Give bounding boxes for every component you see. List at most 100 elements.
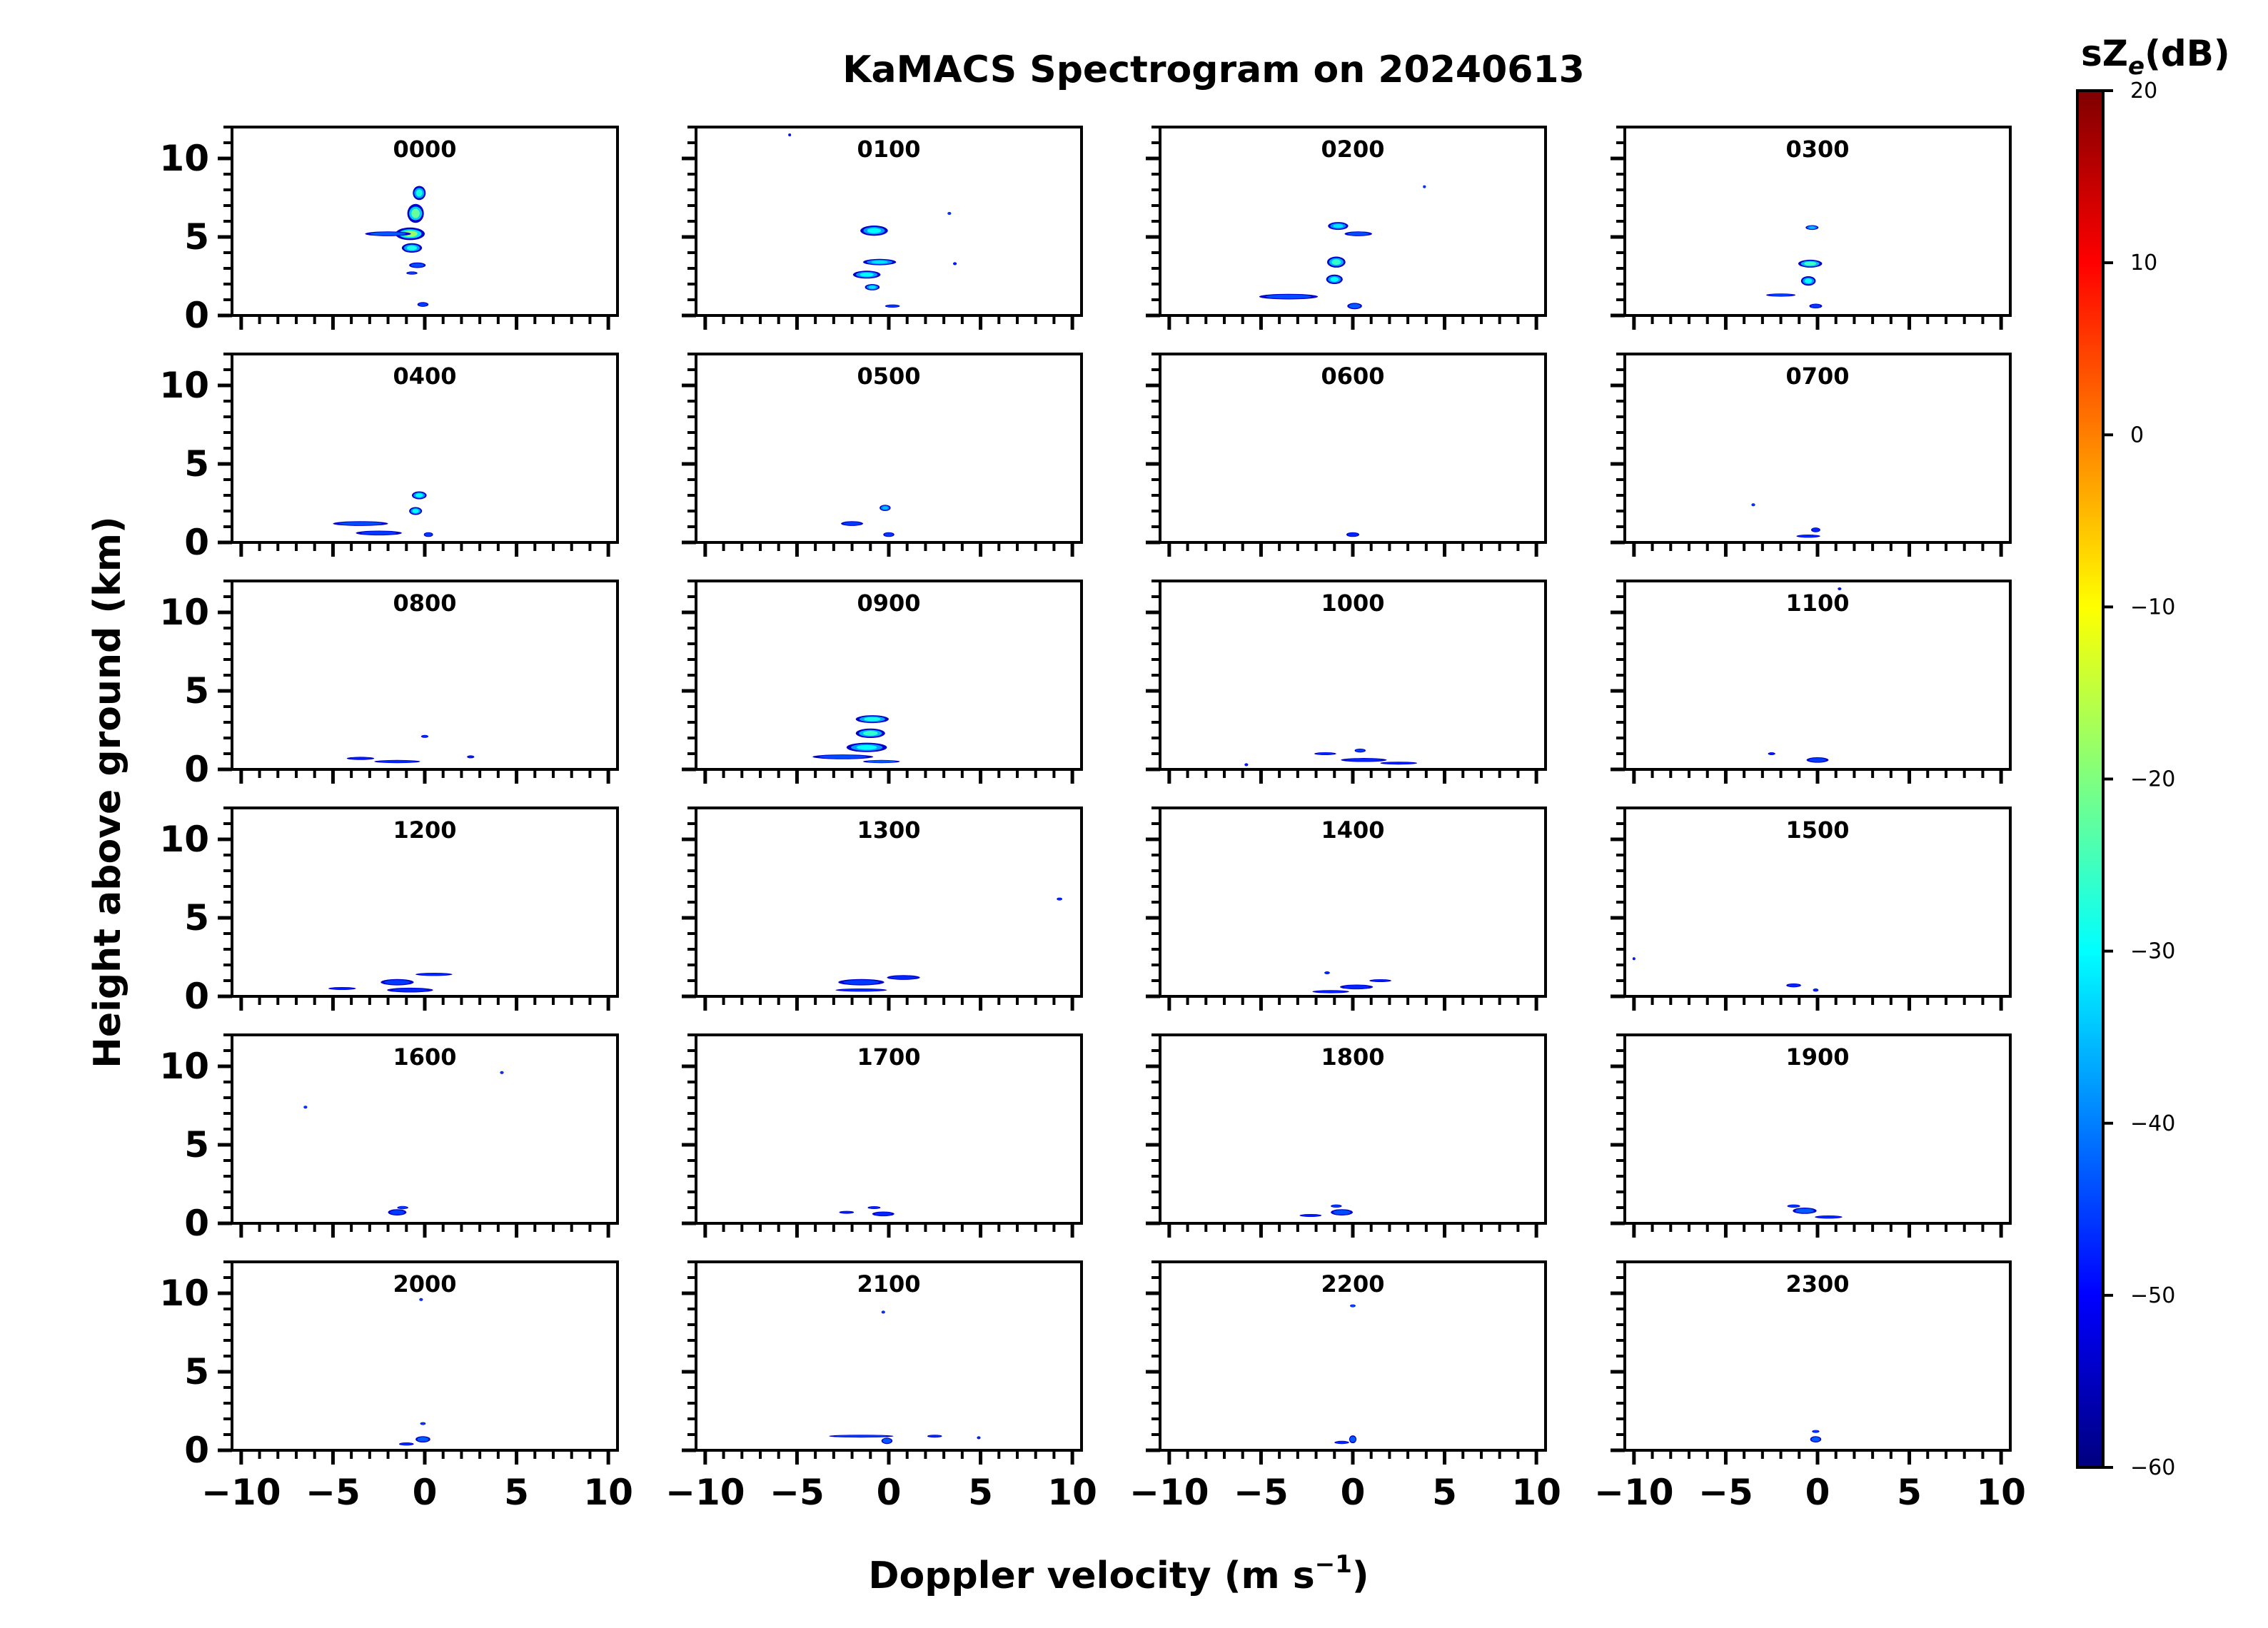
echo-blob — [303, 1106, 307, 1108]
panel-echo-data — [839, 1206, 894, 1217]
echo-blob — [1336, 1441, 1348, 1444]
y-tick-label: 10 — [159, 365, 209, 406]
echo-blob-core — [860, 273, 874, 277]
echo-blob — [819, 755, 867, 759]
colorbar-label-unit: (dB) — [2144, 33, 2230, 74]
echo-blob — [1818, 1215, 1840, 1218]
echo-blob-core — [412, 509, 419, 513]
panel-background — [232, 808, 618, 996]
y-axis-label: Height above ground (km) — [86, 516, 129, 1068]
echo-blob — [1347, 232, 1369, 236]
x-axis-label-main: Doppler velocity (m s — [868, 1554, 1314, 1597]
colorbar-tick-label: −40 — [2130, 1111, 2175, 1136]
panel-background — [1625, 1035, 2010, 1223]
panel-time-label: 0800 — [393, 590, 456, 617]
echo-blob — [1813, 989, 1818, 991]
x-axis-label-close: ) — [1352, 1554, 1369, 1597]
panel-time-label: 0700 — [1785, 363, 1849, 390]
panel-background — [232, 354, 618, 542]
y-tick-label: 10 — [159, 819, 209, 860]
panel-background — [1625, 581, 2010, 769]
echo-blob — [1057, 898, 1062, 901]
panel-echo-data — [1334, 1304, 1357, 1445]
panel-echo-data — [1259, 185, 1426, 310]
panel-time-label: 0000 — [393, 136, 456, 163]
colorbar-label: sZe(dB) — [2081, 33, 2230, 81]
echo-blob-core — [1331, 259, 1341, 266]
echo-blob — [1384, 762, 1413, 764]
echo-blob-core — [864, 717, 881, 722]
echo-blob — [843, 522, 861, 525]
y-tick-label: 10 — [159, 138, 209, 179]
echo-blob — [1813, 1430, 1819, 1433]
panel-echo-data — [303, 1071, 504, 1215]
x-tick-label: 10 — [1976, 1472, 2026, 1513]
x-tick-label: 0 — [1341, 1472, 1366, 1513]
echo-blob — [338, 522, 383, 525]
panel-echo-data — [788, 133, 957, 308]
x-tick-label: 5 — [1432, 1472, 1457, 1513]
echo-blob — [349, 757, 372, 760]
echo-blob — [869, 1206, 880, 1209]
echo-blob — [390, 1210, 405, 1215]
echo-blob-core — [415, 493, 423, 497]
y-tick-label: 10 — [159, 1273, 209, 1314]
panel-time-label: 1200 — [393, 816, 456, 844]
panel-echo-data — [1632, 957, 1819, 992]
echo-blob-core — [411, 208, 420, 218]
panel-background — [1160, 127, 1546, 315]
panel-background — [1160, 354, 1546, 542]
echo-blob — [421, 735, 428, 738]
panel-time-label: 0100 — [857, 136, 920, 163]
x-tick-label: 5 — [968, 1472, 993, 1513]
echo-blob — [947, 212, 951, 215]
panel-background — [1625, 354, 2010, 542]
echo-blob-core — [871, 261, 888, 264]
panel-echo-data — [399, 1298, 430, 1446]
colorbar-tick-label: 0 — [2130, 423, 2144, 448]
y-tick-label: 5 — [184, 1351, 209, 1392]
colorbar-tick-label: 10 — [2130, 251, 2157, 275]
echo-blob — [392, 988, 428, 992]
panel-0300: 0300 — [1611, 126, 2012, 330]
chart-title: KaMACS Spectrogram on 20240613 — [842, 49, 1585, 91]
panel-echo-data — [1810, 1430, 1822, 1442]
x-tick-label: −10 — [1129, 1472, 1209, 1513]
echo-blob — [1795, 1208, 1815, 1213]
panel-background — [696, 1262, 1082, 1450]
panel-1200: 1200 0 5 10 — [159, 807, 619, 1017]
panel-0600: 0600 — [1146, 353, 1547, 557]
panel-background — [696, 808, 1082, 996]
panel-1400: 1400 — [1146, 807, 1547, 1011]
panel-background — [232, 581, 618, 769]
echo-blob-core — [406, 246, 418, 251]
panel-1000: 1000 — [1146, 580, 1547, 784]
y-tick-label: 10 — [159, 1046, 209, 1087]
panel-echo-data — [829, 1310, 981, 1445]
echo-blob — [468, 755, 474, 758]
panel-background — [696, 127, 1082, 315]
colorbar-tick-label: −20 — [2130, 767, 2175, 792]
panel-time-label: 1000 — [1321, 590, 1384, 617]
echo-blob — [1371, 979, 1389, 982]
panel-1900: 1900 — [1611, 1033, 2012, 1238]
echo-blob — [788, 133, 791, 136]
echo-blob — [1350, 1305, 1356, 1308]
y-tick-label: 5 — [184, 1124, 209, 1166]
panel-time-label: 0200 — [1321, 136, 1384, 163]
panel-1800: 1800 — [1146, 1033, 1547, 1238]
echo-blob — [836, 1435, 887, 1437]
panel-echo-data — [812, 715, 900, 764]
panel-time-label: 1600 — [393, 1043, 456, 1071]
colorbar-tick-label: −50 — [2130, 1283, 2175, 1308]
panel-background — [696, 354, 1082, 542]
x-tick-label: 10 — [583, 1472, 633, 1513]
echo-blob — [1265, 294, 1312, 299]
echo-blob — [1347, 532, 1359, 537]
panel-1600: 1600 0 5 10 — [159, 1033, 619, 1244]
echo-blob-core — [1330, 277, 1339, 282]
x-tick-label: 0 — [877, 1472, 902, 1513]
panel-background — [696, 1035, 1082, 1223]
echo-blob — [1331, 1205, 1341, 1208]
echo-blob — [1808, 758, 1827, 762]
